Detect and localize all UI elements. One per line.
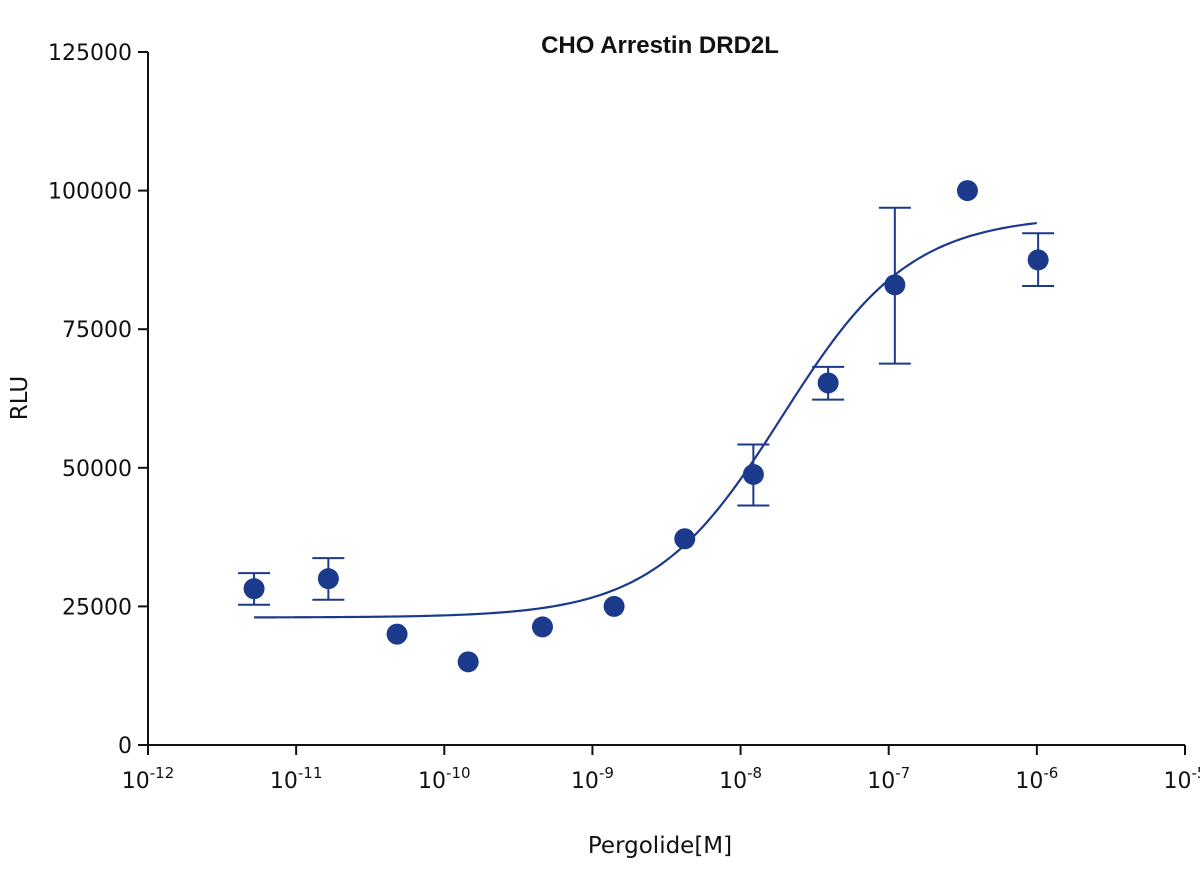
data-point [386,623,408,645]
x-tick-label: 10-8 [719,764,762,794]
chart-title: CHO Arrestin DRD2L [541,32,779,59]
data-point [603,595,625,617]
data-point [531,616,553,638]
data-point [817,372,839,394]
axes [147,52,1185,746]
data-point [243,578,265,600]
y-tick-label: 50000 [62,457,132,482]
x-tick-label: 10-9 [571,764,614,794]
data-point [956,180,978,202]
y-tick-label: 125000 [48,41,132,66]
data-point [1027,249,1049,271]
data-points [243,180,1049,673]
x-tick-label: 10-7 [867,764,910,794]
x-tick-label: 10-10 [418,764,471,794]
fit-curve [254,221,1037,619]
y-tick-label: 0 [118,734,132,759]
error-bars [238,206,1055,606]
data-point [742,463,764,485]
data-point [317,568,339,590]
x-tick-label: 10-12 [122,764,175,794]
data-point [884,274,906,296]
ticks: 0 25000 50000 75000 100000 125000 10-12 10-11 10… [48,41,1200,794]
y-axis-label: RLU [7,376,33,420]
x-axis-label: Pergolide[M] [588,833,732,859]
fit-curve-group [254,221,1037,619]
y-tick-label: 75000 [62,318,132,343]
data-point [457,651,479,673]
x-tick-label: 10-6 [1015,764,1058,794]
y-tick-label: 100000 [48,180,132,205]
x-tick-label: 10-5 [1164,764,1200,794]
y-tick-label: 25000 [62,595,132,620]
x-tick-label: 10-11 [270,764,323,794]
data-point [674,528,696,550]
